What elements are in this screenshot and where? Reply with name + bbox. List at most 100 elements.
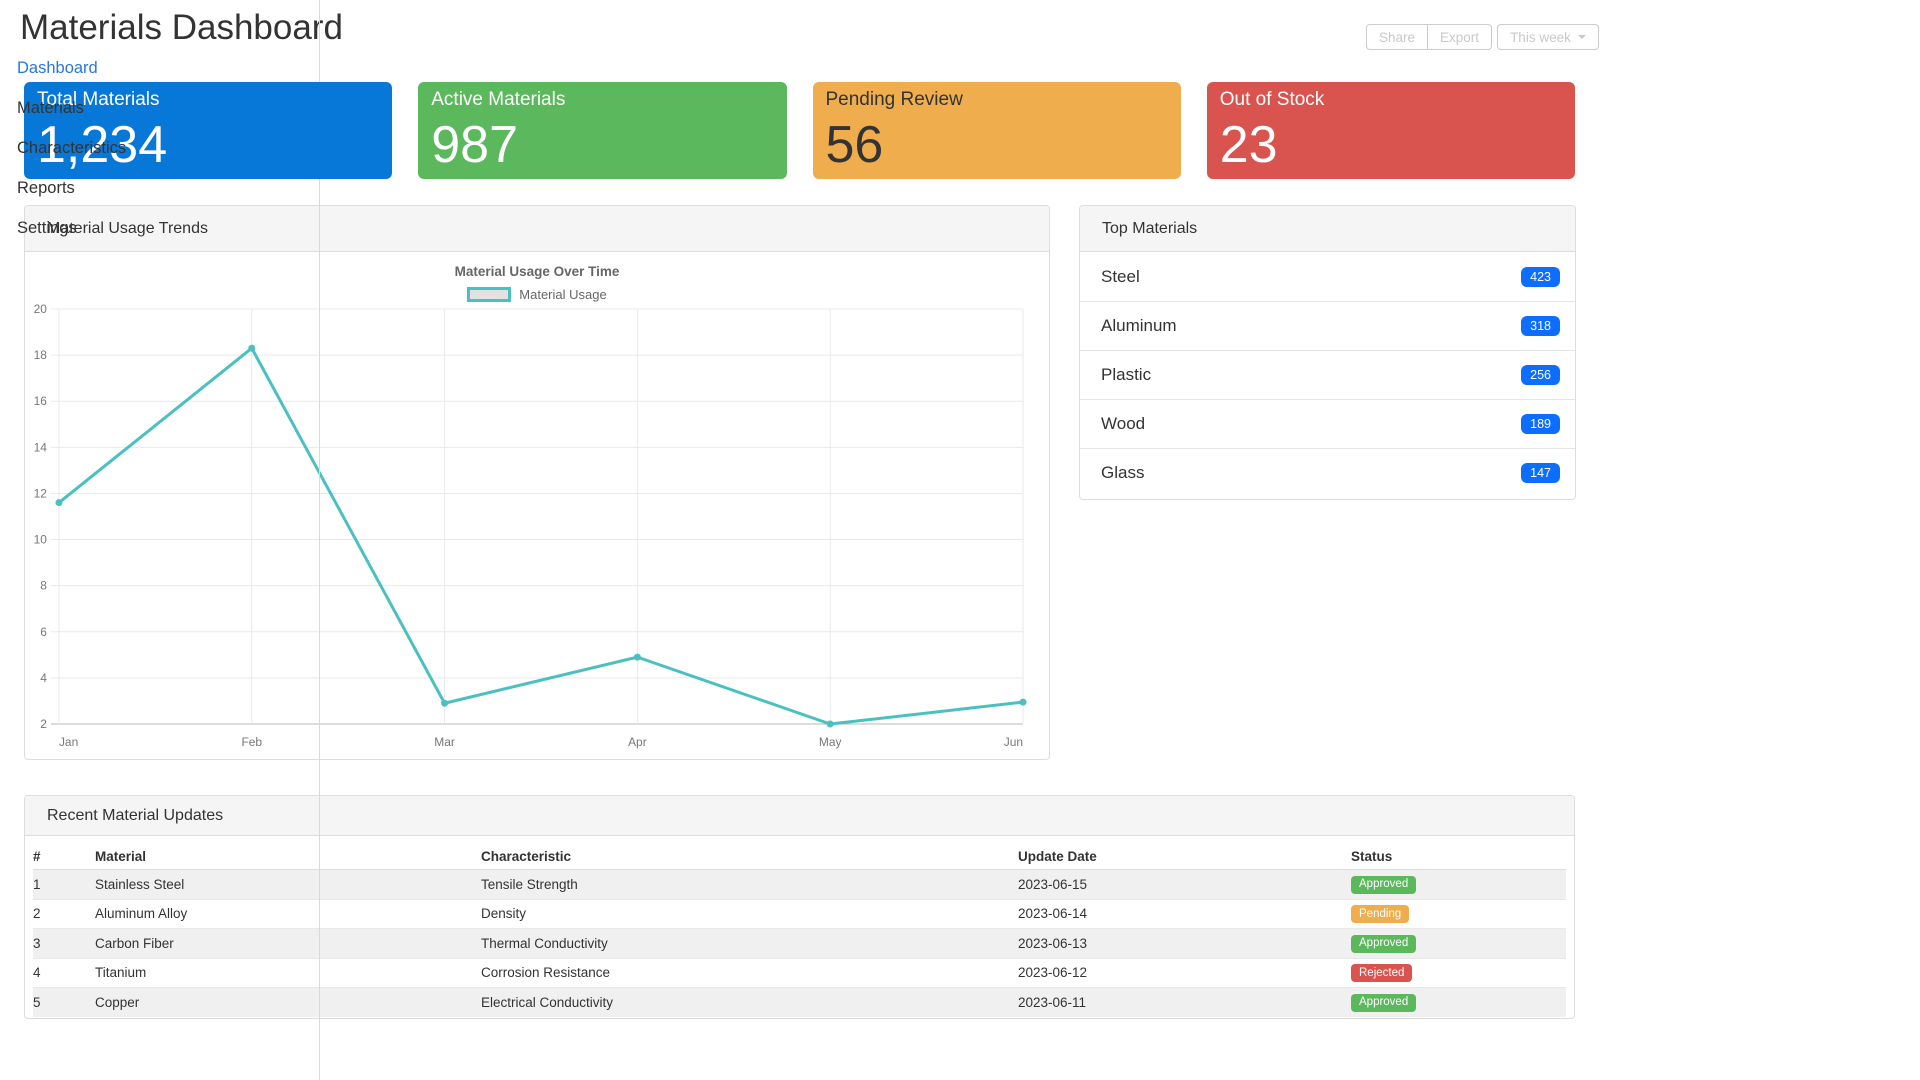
- svg-text:16: 16: [34, 394, 48, 408]
- cell-characteristic: Corrosion Resistance: [481, 957, 1018, 988]
- sidebar-nav: Dashboard Materials Characteristics Repo…: [17, 48, 297, 248]
- usage-line-chart: 20 18 16 14 12 10 8 6 4 2 Jan Feb Mar Apr May Jun: [34, 304, 1027, 749]
- svg-text:Feb: Feb: [241, 735, 262, 749]
- sidebar-item-dashboard[interactable]: Dashboard: [17, 59, 98, 77]
- top-material-item: Aluminum 318: [1080, 301, 1575, 350]
- cell-num: 3: [33, 928, 95, 958]
- stat-card-label: Pending Review: [825, 89, 963, 110]
- cell-characteristic: Thermal Conductivity: [481, 928, 1018, 958]
- cell-characteristic: Electrical Conductivity: [481, 987, 1018, 1017]
- material-count-badge: 256: [1521, 365, 1560, 385]
- top-material-item: Glass 147: [1080, 448, 1575, 497]
- top-materials-list: Steel 423 Aluminum 318 Plastic 256 Wood …: [1080, 252, 1575, 497]
- stat-card-label: Total Materials: [37, 89, 160, 110]
- material-count-badge: 147: [1521, 463, 1560, 483]
- stat-card-value: 23: [1219, 116, 1278, 174]
- cell-date: 2023-06-15: [1018, 876, 1088, 892]
- stat-cards-row: Total Materials 1,234 Active Materials 9…: [24, 82, 1575, 179]
- cell-material: Titanium: [95, 957, 481, 988]
- sidebar-item-characteristics[interactable]: Characteristics: [17, 139, 127, 157]
- legend-swatch-icon: [467, 287, 512, 302]
- status-badge: Pending: [1351, 905, 1410, 923]
- sidebar-item-materials[interactable]: Materials: [17, 99, 84, 117]
- top-material-item: Steel 423: [1080, 252, 1575, 301]
- recent-updates-table: # Material Characteristic Update Date St…: [33, 844, 1566, 1017]
- material-count-badge: 318: [1521, 316, 1560, 336]
- usage-trends-panel-body: Material Usage Over Time Material Usage …: [25, 252, 1049, 756]
- chart-legend-item[interactable]: Material Usage: [33, 287, 1041, 302]
- svg-text:Mar: Mar: [434, 735, 455, 749]
- status-badge: Approved: [1351, 875, 1417, 894]
- cell-characteristic: Density: [481, 898, 1018, 929]
- export-button[interactable]: Export: [1427, 24, 1493, 50]
- usage-trends-panel: Material Usage Trends Material Usage Ove…: [24, 205, 1050, 760]
- svg-text:2: 2: [40, 717, 47, 731]
- cell-material: Carbon Fiber: [95, 928, 481, 958]
- cell-material: Copper: [95, 987, 481, 1017]
- cell-date: 2023-06-11: [1018, 987, 1351, 1017]
- cell-material: Stainless Steel: [95, 876, 185, 892]
- stat-card-pending-review: Pending Review 56: [812, 82, 1181, 179]
- cell-num: 4: [33, 957, 95, 988]
- svg-text:Apr: Apr: [628, 735, 647, 749]
- cell-status: Approved: [1351, 928, 1566, 958]
- material-name: Wood: [1101, 414, 1146, 433]
- legend-label: Material Usage: [519, 287, 607, 302]
- cell-status: Pending: [1351, 898, 1566, 929]
- caret-down-icon: [1577, 35, 1586, 39]
- cell-date: 2023-06-14: [1018, 898, 1351, 929]
- share-export-button-group: Share Export: [1366, 24, 1493, 50]
- cell-date: 2023-06-12: [1018, 957, 1351, 988]
- recent-updates-panel-title: Recent Material Updates: [25, 796, 1574, 836]
- svg-text:Jun: Jun: [1004, 735, 1023, 749]
- table-row: 2 Aluminum Alloy Density 2023-06-14 Pend…: [33, 898, 1566, 929]
- material-name: Aluminum: [1101, 316, 1177, 335]
- col-header-num: #: [33, 844, 95, 870]
- svg-text:Jan: Jan: [59, 735, 78, 749]
- top-materials-panel-title: Top Materials: [1080, 206, 1575, 252]
- cell-date: 2023-06-13: [1018, 928, 1351, 958]
- recent-updates-panel: Recent Material Updates # Material Chara…: [24, 795, 1575, 1019]
- top-material-item: Plastic 256: [1080, 350, 1575, 399]
- col-header-characteristic: Characteristic: [481, 844, 1018, 870]
- cell-status: Rejected: [1351, 957, 1566, 988]
- top-materials-panel: Top Materials Steel 423 Aluminum 318 Pla…: [1079, 205, 1576, 500]
- sidebar-item-reports[interactable]: Reports: [17, 179, 75, 197]
- period-dropdown[interactable]: This week: [1497, 24, 1599, 50]
- status-badge: Approved: [1351, 993, 1417, 1012]
- material-name: Glass: [1101, 463, 1145, 482]
- stat-card-active-materials: Active Materials 987: [418, 82, 787, 179]
- status-badge: Rejected: [1351, 964, 1413, 982]
- stat-card-total-materials: Total Materials 1,234: [24, 82, 393, 179]
- table-row: 5 Copper Electrical Conductivity 2023-06…: [33, 987, 1566, 1017]
- svg-text:10: 10: [34, 533, 48, 547]
- recent-updates-panel-body: # Material Characteristic Update Date St…: [25, 836, 1574, 1017]
- material-name: Plastic: [1101, 365, 1152, 384]
- table-row: 1 Stainless Steel Tensile Strength 2023-…: [33, 869, 1566, 899]
- material-name: Steel: [1101, 266, 1140, 286]
- status-badge: Approved: [1351, 934, 1417, 953]
- table-header-row: # Material Characteristic Update Date St…: [33, 844, 1566, 870]
- col-header-update-date: Update Date: [1018, 844, 1351, 870]
- col-header-status: Status: [1351, 844, 1566, 870]
- cell-num: 1: [33, 876, 41, 892]
- usage-trends-panel-title: Material Usage Trends: [25, 206, 1049, 252]
- stat-card-out-of-stock: Out of Stock 23: [1206, 82, 1575, 179]
- material-count-badge: 423: [1521, 266, 1560, 287]
- cell-status: Approved: [1351, 987, 1566, 1017]
- cell-characteristic: Tensile Strength: [481, 876, 578, 892]
- svg-text:12: 12: [34, 486, 48, 500]
- chart-title: Material Usage Over Time: [454, 264, 620, 279]
- top-material-item: Wood 189: [1080, 399, 1575, 448]
- svg-text:4: 4: [40, 671, 47, 685]
- svg-text:20: 20: [34, 304, 48, 316]
- sidebar-item-settings[interactable]: Settings: [17, 219, 77, 237]
- svg-text:8: 8: [40, 579, 47, 593]
- cell-num: 5: [33, 987, 95, 1017]
- table-row: 3 Carbon Fiber Thermal Conductivity 2023…: [33, 928, 1566, 958]
- share-button[interactable]: Share: [1366, 24, 1429, 50]
- stat-card-label: Out of Stock: [1219, 89, 1325, 110]
- stat-card-label: Active Materials: [431, 89, 566, 110]
- table-row: 4 Titanium Corrosion Resistance 2023-06-…: [33, 957, 1566, 988]
